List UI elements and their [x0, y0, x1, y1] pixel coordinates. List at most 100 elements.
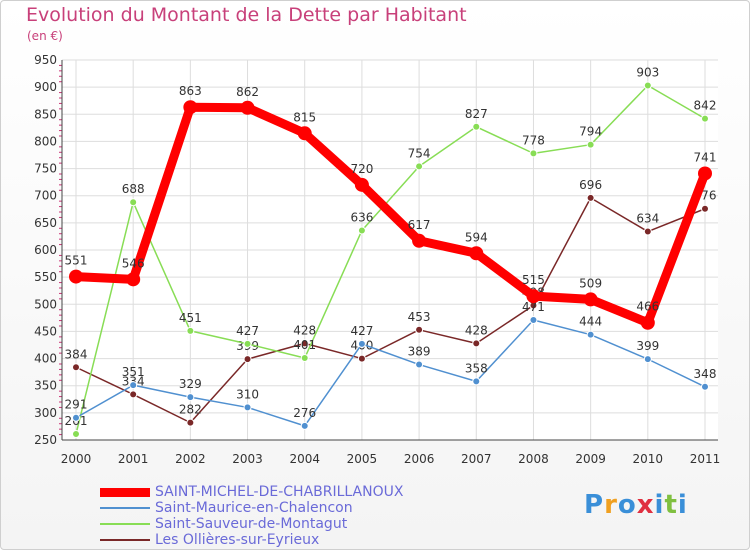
data-label: 594 — [465, 230, 488, 244]
data-point — [300, 339, 309, 348]
y-tick-label: 950 — [34, 53, 57, 67]
data-label: 399 — [636, 339, 659, 353]
x-tick-label: 2008 — [518, 452, 549, 466]
data-label: 427 — [236, 324, 259, 338]
data-point — [583, 292, 598, 307]
data-point — [69, 269, 83, 284]
data-point — [186, 393, 195, 402]
y-tick-label: 650 — [34, 216, 57, 230]
legend-swatch — [100, 487, 150, 497]
y-tick-label: 850 — [34, 107, 57, 121]
chart-subtitle: (en €) — [27, 29, 63, 43]
data-point — [701, 382, 709, 391]
data-label: 815 — [293, 110, 316, 124]
y-tick-label: 900 — [34, 80, 57, 94]
series-line — [75, 84, 706, 435]
data-point — [183, 100, 198, 115]
x-tick-label: 2004 — [289, 452, 320, 466]
y-tick-label: 400 — [34, 352, 57, 366]
data-point — [472, 122, 481, 131]
legend-label: Saint-Maurice-en-Chalencon — [155, 500, 353, 516]
y-tick-label: 550 — [34, 270, 57, 284]
logo-letter: o — [617, 490, 637, 520]
x-tick-label: 2006 — [404, 452, 435, 466]
data-label: 291 — [65, 398, 88, 412]
data-label: 348 — [694, 367, 717, 381]
proxiti-logo: Proxiti — [584, 490, 688, 520]
series-line — [75, 197, 706, 424]
x-tick-label: 2009 — [575, 452, 606, 466]
y-tick-label: 350 — [34, 379, 57, 393]
data-label: 863 — [179, 84, 202, 98]
data-label: 636 — [350, 210, 373, 224]
x-tick-label: 2007 — [461, 452, 492, 466]
data-point — [72, 363, 80, 372]
data-point — [698, 166, 712, 181]
data-point — [586, 140, 595, 149]
data-point — [129, 198, 138, 207]
data-point — [186, 418, 195, 427]
data-label: 428 — [465, 323, 488, 337]
data-label: 778 — [522, 133, 545, 147]
data-point — [72, 413, 80, 422]
data-point — [701, 204, 709, 213]
x-tick-label: 2002 — [175, 452, 206, 466]
data-point — [643, 227, 652, 236]
legend-swatch — [100, 539, 150, 541]
data-label: 401 — [293, 338, 316, 352]
logo-letter: i — [677, 490, 688, 520]
data-label: 546 — [122, 256, 145, 270]
data-label: 451 — [179, 311, 202, 325]
data-label: 515 — [522, 273, 545, 287]
y-tick-label: 700 — [34, 189, 57, 203]
logo-letter: i — [654, 490, 665, 520]
x-tick-label: 2003 — [232, 452, 263, 466]
data-label: 634 — [636, 212, 659, 226]
x-tick-label: 2005 — [347, 452, 378, 466]
logo-letter: r — [604, 490, 618, 520]
data-label: 827 — [465, 107, 488, 121]
data-label: 842 — [694, 99, 717, 113]
y-tick-label: 600 — [34, 243, 57, 257]
data-label: 617 — [408, 218, 431, 232]
y-tick-label: 750 — [34, 162, 57, 176]
data-point — [243, 339, 252, 348]
data-point — [72, 430, 80, 439]
data-point — [129, 390, 138, 399]
data-label: 720 — [350, 162, 373, 176]
y-tick-label: 800 — [34, 134, 57, 148]
data-point — [357, 226, 366, 235]
data-point — [415, 360, 424, 369]
data-point — [300, 354, 309, 363]
series-line — [71, 102, 710, 328]
legend-label: SAINT-MICHEL-DE-CHABRILLANOUX — [155, 484, 404, 500]
data-label: 282 — [179, 403, 202, 417]
data-label: 358 — [465, 361, 488, 375]
data-point — [640, 315, 655, 330]
data-label: 688 — [122, 182, 145, 196]
data-label: 444 — [579, 315, 602, 329]
data-point — [472, 339, 481, 348]
y-tick-label: 450 — [34, 324, 57, 338]
data-point — [529, 316, 538, 325]
data-label: 509 — [579, 276, 602, 290]
x-tick-label: 2000 — [61, 452, 92, 466]
y-tick-label: 250 — [34, 433, 57, 447]
data-label: 862 — [236, 85, 259, 99]
data-point — [412, 233, 427, 248]
data-point — [354, 177, 369, 192]
data-point — [586, 330, 595, 339]
data-label: 329 — [179, 377, 202, 391]
data-point — [586, 193, 595, 202]
data-point — [526, 289, 541, 304]
data-label: 389 — [408, 345, 431, 359]
data-point — [529, 149, 538, 158]
data-label: 428 — [293, 323, 316, 337]
x-tick-label: 2010 — [633, 452, 664, 466]
data-label: 471 — [522, 300, 545, 314]
data-point — [643, 355, 652, 364]
data-label: 903 — [636, 66, 659, 80]
data-point — [297, 126, 312, 141]
data-point — [129, 381, 138, 390]
data-label: 754 — [408, 146, 431, 160]
